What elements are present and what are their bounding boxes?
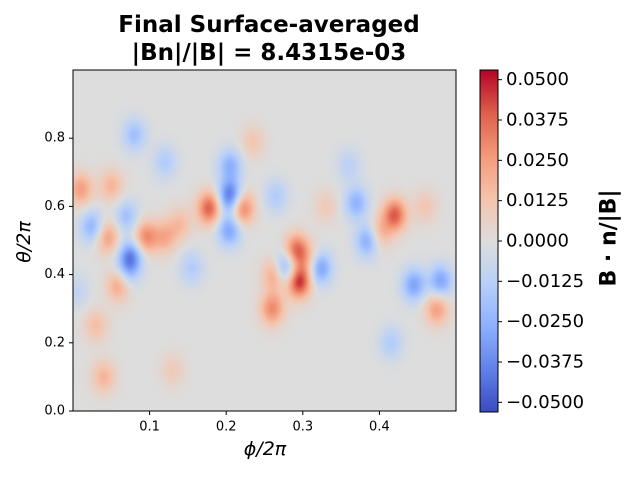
colorbar [480,70,498,412]
y-tick-label: 0.6 [44,199,65,214]
x-tick-label: 0.3 [292,420,313,435]
colorbar-label: B · n/|B| [596,189,622,287]
chart-title-line2: |Bn|/|B| = 8.4315e-03 [131,40,407,66]
colorbar-tick-label: 0.0000 [506,231,569,252]
y-tick-label: 0.2 [44,335,65,350]
y-tick-label: 0.0 [44,404,65,419]
y-axis-label: θ/2π [13,221,35,263]
chart-title-line1: Final Surface-averaged [118,12,420,38]
colorbar-tick-label: −0.0375 [506,351,584,372]
colorbar-tick-label: −0.0250 [506,311,584,332]
colorbar-tick-label: 0.0375 [506,110,569,131]
plot-frame [72,69,457,412]
y-tick-label: 0.8 [44,131,65,146]
colorbar-tick-label: −0.0125 [506,271,584,292]
x-tick-label: 0.1 [139,420,160,435]
x-tick-label: 0.2 [216,420,237,435]
colorbar-tick-label: 0.0500 [506,69,569,90]
x-tick-label: 0.4 [369,420,390,435]
heatmap-area [73,70,456,411]
colorbar-tick-label: −0.0500 [506,392,584,413]
x-axis-label: ϕ/2π [243,438,287,460]
y-tick-label: 0.4 [44,267,65,282]
colorbar-tick-label: 0.0125 [506,190,569,211]
colorbar-tick-label: 0.0250 [506,150,569,171]
